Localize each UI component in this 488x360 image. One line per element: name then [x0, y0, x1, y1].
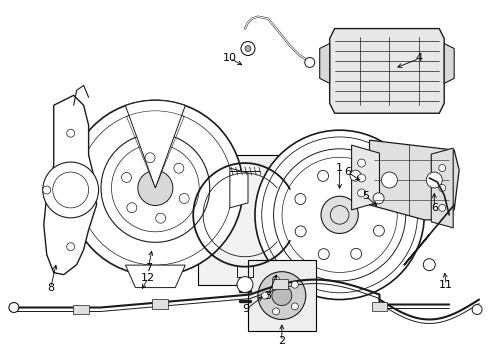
Text: 6: 6	[344, 167, 350, 177]
Circle shape	[241, 41, 254, 55]
Circle shape	[357, 174, 365, 182]
Text: 3: 3	[264, 291, 271, 301]
Circle shape	[317, 170, 328, 181]
Circle shape	[349, 170, 360, 181]
Text: 2: 2	[278, 336, 285, 346]
Circle shape	[294, 194, 305, 204]
Polygon shape	[351, 145, 379, 210]
Circle shape	[318, 249, 328, 260]
Polygon shape	[430, 148, 452, 228]
Circle shape	[66, 243, 75, 251]
Circle shape	[67, 100, 243, 276]
Circle shape	[271, 285, 291, 306]
Text: 7: 7	[144, 263, 152, 273]
Circle shape	[272, 308, 279, 315]
Circle shape	[357, 159, 365, 167]
Polygon shape	[44, 95, 96, 275]
Circle shape	[9, 302, 19, 312]
Text: 9: 9	[242, 305, 249, 315]
Circle shape	[244, 45, 250, 51]
Polygon shape	[125, 265, 185, 288]
Polygon shape	[443, 44, 453, 84]
Circle shape	[261, 292, 268, 299]
Circle shape	[320, 196, 358, 234]
Polygon shape	[229, 168, 247, 208]
Text: 11: 11	[438, 280, 452, 289]
Circle shape	[304, 58, 314, 67]
Circle shape	[237, 276, 252, 293]
Circle shape	[291, 303, 298, 310]
Circle shape	[174, 163, 183, 173]
Polygon shape	[319, 44, 329, 84]
Text: 5: 5	[361, 191, 368, 201]
Circle shape	[138, 170, 173, 206]
Polygon shape	[329, 28, 443, 113]
Circle shape	[438, 204, 445, 211]
Text: 8: 8	[47, 283, 54, 293]
Polygon shape	[371, 302, 386, 311]
Circle shape	[357, 189, 365, 197]
Circle shape	[372, 193, 383, 204]
Bar	[198, 155, 317, 285]
Circle shape	[438, 184, 445, 192]
Circle shape	[126, 203, 137, 213]
Polygon shape	[73, 305, 88, 315]
Circle shape	[66, 129, 75, 137]
Circle shape	[101, 134, 209, 242]
Bar	[247, 260, 315, 332]
Circle shape	[42, 186, 51, 194]
Circle shape	[438, 165, 445, 171]
Circle shape	[254, 130, 424, 300]
Circle shape	[258, 272, 305, 319]
Circle shape	[42, 162, 99, 218]
Polygon shape	[152, 298, 168, 309]
Circle shape	[179, 193, 189, 203]
Circle shape	[145, 153, 155, 163]
Polygon shape	[271, 279, 287, 289]
Circle shape	[155, 213, 165, 223]
Circle shape	[423, 259, 434, 271]
Circle shape	[471, 305, 481, 315]
Circle shape	[426, 172, 441, 188]
Wedge shape	[125, 100, 185, 188]
Circle shape	[272, 276, 279, 283]
Circle shape	[295, 226, 305, 237]
Text: 1: 1	[335, 163, 343, 173]
Polygon shape	[369, 140, 458, 220]
Text: 10: 10	[223, 54, 237, 63]
Circle shape	[373, 225, 384, 236]
Text: 6: 6	[430, 203, 437, 213]
Circle shape	[122, 172, 131, 183]
Text: 4: 4	[415, 54, 422, 63]
Circle shape	[381, 172, 397, 188]
Circle shape	[350, 248, 361, 259]
Circle shape	[291, 281, 298, 288]
Text: 12: 12	[141, 273, 155, 283]
